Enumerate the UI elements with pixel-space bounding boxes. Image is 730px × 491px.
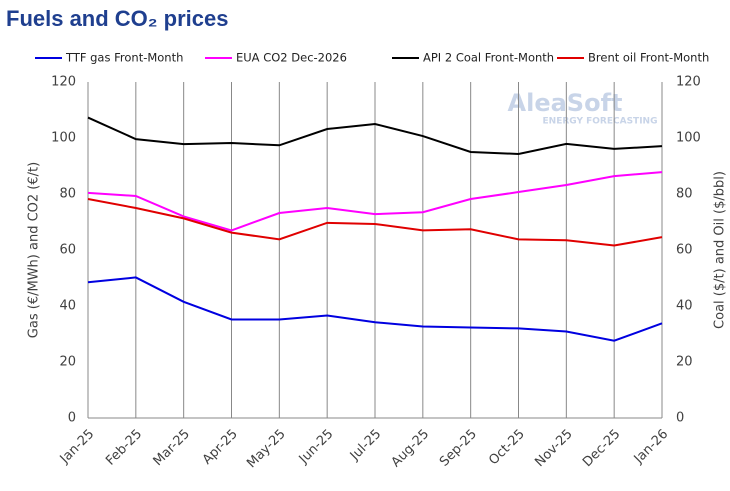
y-tick-label: 0 (68, 411, 76, 426)
x-tick-label: Jan-25 (57, 427, 98, 468)
legend-label: TTF gas Front-Month (65, 51, 183, 65)
y2-tick-label: 80 (676, 187, 693, 202)
legend-label: Brent oil Front-Month (588, 51, 709, 65)
watermark-name: AleaSoft (508, 89, 623, 117)
x-tick-label: Jan-26 (631, 427, 672, 468)
x-tick-label: Jul-25 (347, 427, 384, 464)
x-tick-label: Mar-25 (151, 427, 193, 469)
x-tick-label: Feb-25 (103, 427, 145, 469)
y-tick-label: 60 (59, 243, 76, 258)
y2-axis-label: Coal ($/t) and Oil ($/bbl) (713, 171, 728, 329)
y-tick-label: 80 (59, 187, 76, 202)
series-line (87, 116, 663, 155)
y2-tick-label: 20 (676, 355, 693, 370)
x-tick-label: Apr-25 (200, 427, 241, 468)
y2-tick-label: 0 (676, 411, 684, 426)
x-tick-label: Nov-25 (532, 427, 575, 470)
x-tick-label: Dec-25 (580, 427, 623, 470)
y2-tick-label: 100 (676, 131, 701, 146)
series-line (87, 198, 663, 247)
chart-title: Fuels and CO₂ prices (6, 6, 229, 31)
y-tick-label: 20 (59, 355, 76, 370)
x-tick-label: Jun-25 (296, 427, 337, 468)
watermark-tagline: ENERGY FORECASTING (543, 117, 658, 127)
y-tick-label: 120 (51, 75, 76, 90)
x-tick-label: Oct-25 (486, 427, 528, 469)
y2-tick-label: 60 (676, 243, 693, 258)
series-line (87, 171, 663, 232)
x-tick-label: May-25 (244, 427, 288, 471)
legend-label: API 2 Coal Front-Month (423, 51, 554, 65)
y2-tick-label: 40 (676, 299, 693, 314)
series-line (87, 276, 663, 342)
x-tick-label: Sep-25 (437, 427, 480, 470)
y-axis-label: Gas (€/MWh) and CO2 (€/t) (27, 162, 42, 338)
y2-tick-label: 120 (676, 75, 701, 90)
y-tick-label: 100 (51, 131, 76, 146)
legend-label: EUA CO2 Dec-2026 (236, 51, 347, 65)
x-tick-label: Aug-25 (389, 427, 433, 471)
y-tick-label: 40 (59, 299, 76, 314)
